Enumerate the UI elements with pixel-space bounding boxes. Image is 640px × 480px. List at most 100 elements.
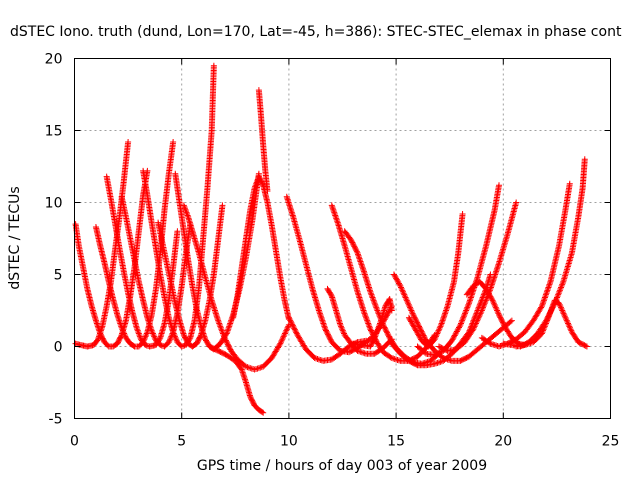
series-15 — [324, 285, 395, 357]
data-point — [493, 306, 500, 313]
data-point — [293, 330, 300, 337]
data-point — [408, 318, 415, 325]
data-point — [287, 318, 294, 325]
data-point — [483, 287, 490, 294]
data-point — [121, 330, 128, 337]
x-tick-label: 10 — [280, 434, 298, 450]
data-point — [276, 341, 283, 348]
data-point — [184, 212, 191, 219]
data-point — [474, 316, 481, 323]
data-point — [488, 294, 495, 301]
x-axis-ticks: 0 5 10 15 20 25 — [70, 58, 619, 450]
data-point — [119, 326, 126, 333]
data-point — [291, 326, 298, 333]
data-point — [413, 318, 420, 325]
data-point — [393, 276, 400, 283]
data-point — [449, 336, 456, 343]
data-point — [167, 336, 174, 343]
data-point — [433, 331, 440, 338]
data-point — [566, 323, 573, 330]
data-point — [501, 323, 508, 330]
data-point — [367, 288, 374, 295]
data-point — [477, 310, 484, 317]
data-point — [568, 327, 575, 334]
data-point — [405, 300, 412, 307]
data-point — [260, 409, 267, 416]
data-point — [409, 321, 416, 328]
data-point — [496, 182, 503, 189]
data-point — [348, 238, 355, 245]
data-point — [284, 324, 291, 331]
data-point — [352, 246, 359, 253]
series-21 — [405, 211, 466, 350]
data-point — [364, 319, 371, 326]
data-point — [458, 319, 465, 326]
data-point — [384, 311, 391, 318]
data-point — [451, 332, 458, 339]
data-point — [151, 333, 158, 340]
data-point — [119, 327, 126, 334]
data-point — [407, 317, 414, 324]
data-point — [541, 295, 548, 302]
data-point — [399, 287, 406, 294]
data-point — [406, 303, 413, 310]
data-point — [401, 291, 408, 298]
data-point — [417, 335, 424, 342]
data-point — [285, 314, 292, 321]
data-point — [182, 208, 189, 215]
data-point — [566, 324, 573, 331]
data-point — [120, 329, 127, 336]
data-point — [560, 310, 567, 317]
data-point — [327, 336, 334, 343]
data-point — [322, 326, 329, 333]
data-point — [360, 308, 367, 315]
data-point — [413, 361, 420, 368]
data-point — [486, 292, 493, 299]
data-point — [373, 306, 380, 313]
series-11 — [230, 173, 292, 323]
data-point — [183, 209, 190, 216]
x-tick-label: 0 — [70, 434, 79, 450]
data-point — [410, 311, 417, 318]
data-point — [415, 331, 422, 338]
data-point — [287, 317, 294, 324]
data-point — [483, 285, 490, 292]
data-point — [546, 281, 553, 288]
data-point — [367, 326, 374, 333]
data-point — [411, 314, 418, 321]
data-point — [491, 301, 498, 308]
data-point — [325, 332, 332, 339]
data-point — [171, 331, 178, 338]
data-point — [373, 304, 380, 311]
data-point — [479, 306, 486, 313]
data-point — [410, 313, 417, 320]
data-point — [353, 248, 360, 255]
data-point — [220, 331, 227, 338]
data-point — [384, 330, 391, 337]
series-12 — [255, 87, 271, 194]
data-point — [475, 314, 482, 321]
data-point — [149, 329, 156, 336]
data-point — [365, 320, 372, 327]
data-point — [210, 62, 217, 69]
data-point — [465, 301, 472, 308]
series-9 — [180, 202, 292, 373]
data-point — [470, 324, 477, 331]
data-point — [492, 304, 499, 311]
data-point — [253, 180, 260, 187]
data-point — [416, 333, 423, 340]
data-point — [474, 317, 481, 324]
data-point — [370, 297, 377, 304]
data-point — [350, 242, 357, 249]
data-point — [496, 311, 503, 318]
data-point — [398, 284, 405, 291]
data-point — [548, 306, 555, 313]
data-point — [556, 300, 563, 307]
data-point — [371, 336, 378, 343]
data-point — [363, 314, 370, 321]
data-point — [559, 308, 566, 315]
data-point — [391, 272, 398, 279]
data-point — [390, 271, 397, 278]
data-point — [496, 313, 503, 320]
data-point — [289, 322, 296, 329]
